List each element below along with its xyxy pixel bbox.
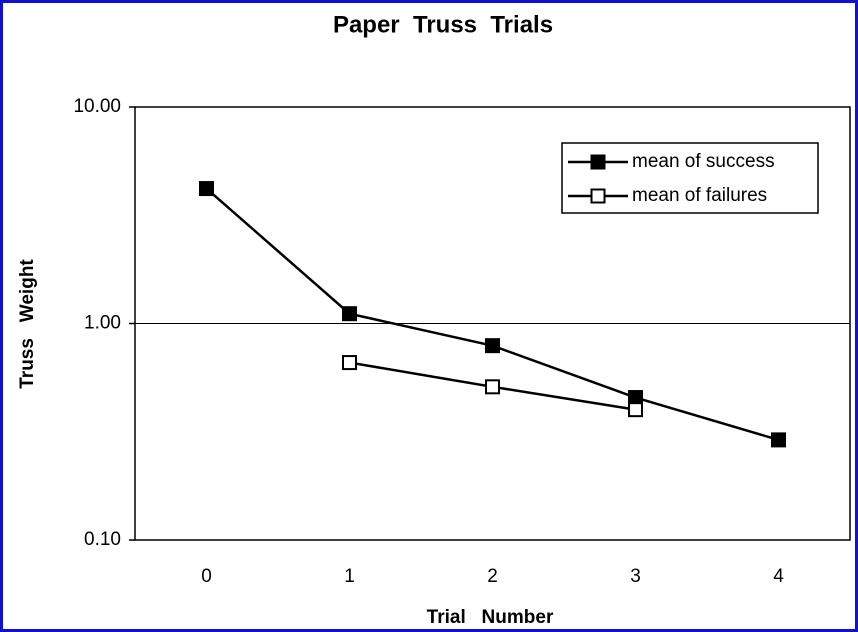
legend-marker: [590, 154, 606, 170]
marker: [628, 402, 643, 418]
legend-marker: [590, 188, 606, 204]
x-tick-label: 2: [487, 566, 498, 587]
y-tick-label: 1.00: [84, 313, 121, 334]
x-axis-label: Trial Number: [427, 607, 554, 628]
y-tick-label: 10.00: [73, 96, 121, 117]
x-tick-label: 1: [344, 566, 355, 587]
x-tick-label: 3: [630, 566, 641, 587]
marker: [199, 181, 214, 197]
marker: [628, 390, 643, 406]
chart-title: Paper Truss Trials: [333, 11, 553, 38]
y-axis-label: Truss Weight: [17, 259, 38, 389]
marker: [342, 355, 357, 371]
x-tick-label: 4: [773, 566, 784, 587]
legend-label: mean of failures: [632, 185, 767, 206]
marker: [485, 379, 500, 395]
marker: [771, 432, 786, 448]
x-tick-label: 0: [201, 566, 212, 587]
marker: [485, 338, 500, 354]
y-tick-label: 0.10: [84, 529, 121, 550]
legend-label: mean of success: [632, 151, 775, 172]
marker: [342, 306, 357, 322]
